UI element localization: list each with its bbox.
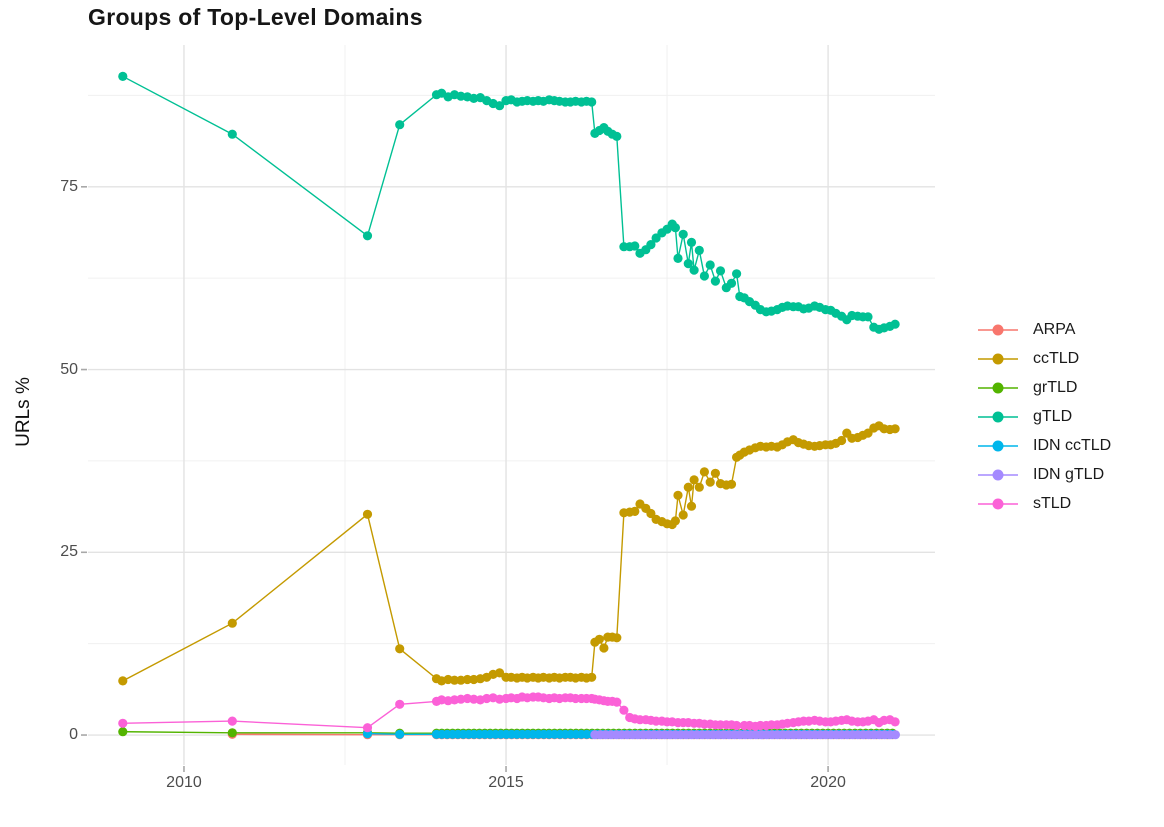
gridlines-major	[88, 45, 935, 765]
series-stld	[118, 692, 900, 733]
legend-label: grTLD	[1033, 379, 1078, 396]
y-tick-label: 50	[60, 360, 78, 378]
x-tick-label: 2020	[810, 774, 846, 791]
legend: ARPA ccTLD grTLD gTLD IDN ccTLD IDN gTLD sTLD	[976, 321, 1111, 513]
legend-key-idn-cctld-icon	[978, 440, 1018, 452]
y-axis-title: URLs %	[13, 377, 34, 447]
legend-key-idn-gtld-icon	[978, 469, 1018, 481]
x-tick-label: 2010	[166, 774, 202, 791]
legend-key-arpa-icon	[978, 324, 1018, 336]
legend-key-grtld-icon	[978, 382, 1018, 394]
legend-label: sTLD	[1033, 495, 1072, 512]
y-tick-label: 0	[69, 726, 78, 744]
legend-item-idn-gtld: IDN gTLD	[976, 466, 1111, 484]
series-idn-gtld	[590, 730, 901, 740]
legend-key-cctld-icon	[978, 353, 1018, 365]
legend-item-gtld: gTLD	[976, 408, 1111, 426]
legend-label: IDN ccTLD	[1033, 437, 1112, 454]
y-tick-label: 25	[60, 543, 78, 561]
gridlines-minor	[88, 45, 935, 765]
axis-ticks	[81, 186, 829, 772]
legend-key-gtld-icon	[978, 411, 1018, 423]
x-tick-label: 2015	[488, 774, 524, 791]
y-tick-label: 75	[60, 177, 78, 195]
series-gtld	[118, 71, 900, 334]
series-cctld	[118, 421, 900, 686]
legend-label: gTLD	[1033, 408, 1073, 425]
legend-item-grtld: grTLD	[976, 379, 1111, 397]
legend-label: ARPA	[1033, 321, 1076, 338]
legend-item-stld: sTLD	[976, 495, 1111, 513]
legend-item-arpa: ARPA	[976, 321, 1111, 339]
legend-item-cctld: ccTLD	[976, 350, 1111, 368]
chart-title: Groups of Top-Level Domains	[88, 4, 423, 30]
legend-label: ccTLD	[1033, 350, 1080, 367]
legend-label: IDN gTLD	[1033, 466, 1105, 483]
legend-item-idn-cctld: IDN ccTLD	[976, 437, 1111, 455]
legend-key-stld-icon	[978, 498, 1018, 510]
